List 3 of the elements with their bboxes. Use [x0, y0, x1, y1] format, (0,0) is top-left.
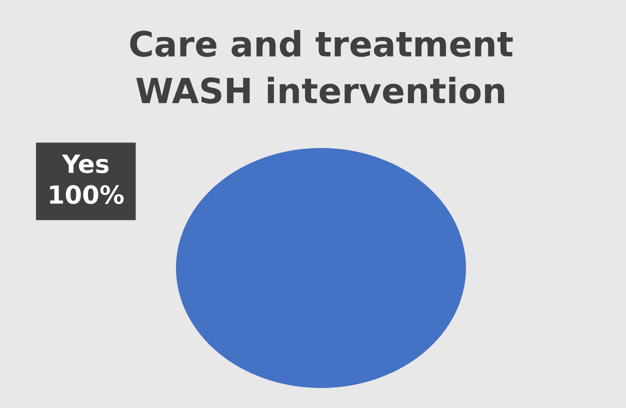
- slice-label: Yes: [62, 154, 109, 174]
- chart-title: Care and treatment WASH intervention: [130, 30, 513, 104]
- data-label: 100%: [50, 185, 124, 204]
